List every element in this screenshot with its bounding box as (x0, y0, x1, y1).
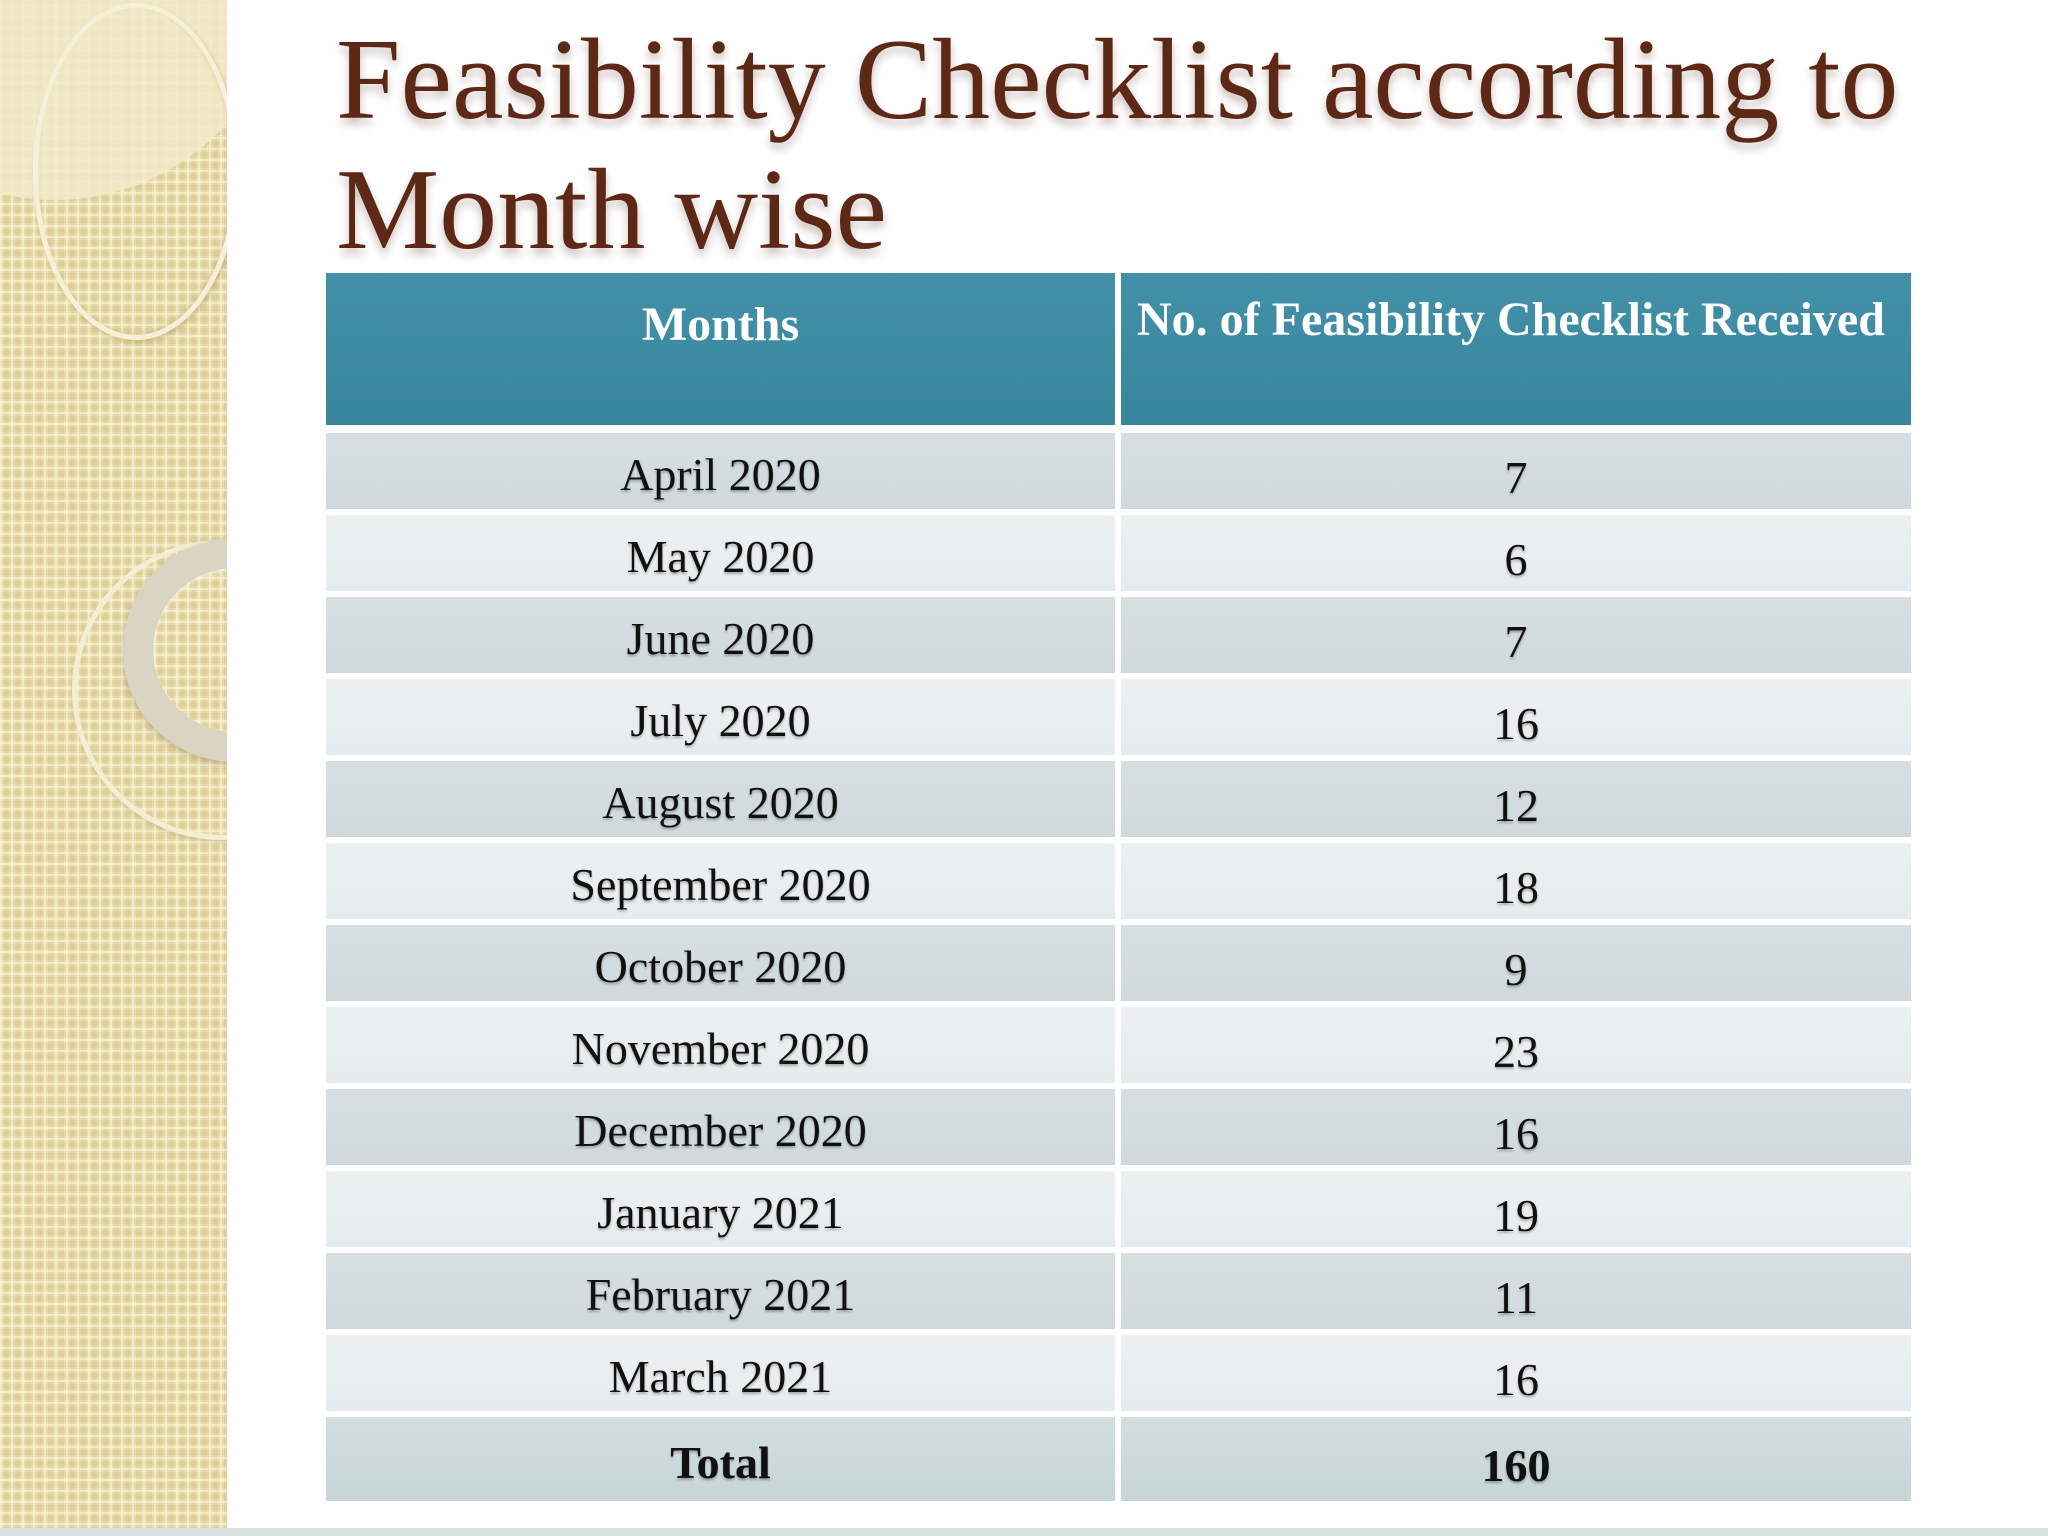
value-cell: 11 (1121, 1253, 1911, 1329)
table-row: August 2020 12 (326, 761, 1911, 837)
value-cell: 23 (1121, 1007, 1911, 1083)
table-row: March 2021 16 (326, 1335, 1911, 1411)
month-cell: February 2021 (326, 1253, 1115, 1329)
value-cell: 7 (1121, 597, 1911, 673)
value-cell: 16 (1121, 1089, 1911, 1165)
month-cell: May 2020 (326, 515, 1115, 591)
table-row: July 2020 16 (326, 679, 1911, 755)
column-header-months: Months (326, 273, 1115, 425)
value-cell: 12 (1121, 761, 1911, 837)
column-header-count: No. of Feasibility Checklist Received (1121, 273, 1911, 425)
value-cell: 19 (1121, 1171, 1911, 1247)
value-cell: 9 (1121, 925, 1911, 1001)
month-cell: June 2020 (326, 597, 1115, 673)
table-row: December 2020 16 (326, 1089, 1911, 1165)
feasibility-table: Months No. of Feasibility Checklist Rece… (326, 273, 1911, 1507)
value-cell: 6 (1121, 515, 1911, 591)
value-cell: 18 (1121, 843, 1911, 919)
slide-title-line-2: Month wise (336, 145, 887, 274)
circle-outline-top-icon (33, 3, 227, 340)
month-cell: April 2020 (326, 433, 1115, 509)
table-row: June 2020 7 (326, 597, 1911, 673)
slide-title: Feasibility Checklist according to Month… (336, 16, 1956, 276)
table-row: February 2021 11 (326, 1253, 1911, 1329)
slide-title-line-1: Feasibility Checklist according to (336, 16, 1899, 144)
table-row: November 2020 23 (326, 1007, 1911, 1083)
month-cell: July 2020 (326, 679, 1115, 755)
month-cell: December 2020 (326, 1089, 1115, 1165)
month-cell: January 2021 (326, 1171, 1115, 1247)
month-cell: March 2021 (326, 1335, 1115, 1411)
table-row: April 2020 7 (326, 433, 1911, 509)
table-row: October 2020 9 (326, 925, 1911, 1001)
month-cell: August 2020 (326, 761, 1115, 837)
month-cell: November 2020 (326, 1007, 1115, 1083)
value-cell: 7 (1121, 433, 1911, 509)
month-cell: September 2020 (326, 843, 1115, 919)
table-row: May 2020 6 (326, 515, 1911, 591)
table-total-row: Total 160 (326, 1417, 1911, 1501)
table-row: September 2020 18 (326, 843, 1911, 919)
sidebar-decoration (0, 0, 227, 1536)
total-label-cell: Total (326, 1417, 1115, 1501)
value-cell: 16 (1121, 1335, 1911, 1411)
table-header-row: Months No. of Feasibility Checklist Rece… (326, 273, 1911, 425)
slide-bottom-edge (0, 1528, 2048, 1536)
table-row: January 2021 19 (326, 1171, 1911, 1247)
value-cell: 16 (1121, 679, 1911, 755)
month-cell: October 2020 (326, 925, 1115, 1001)
total-value-cell: 160 (1121, 1417, 1911, 1501)
